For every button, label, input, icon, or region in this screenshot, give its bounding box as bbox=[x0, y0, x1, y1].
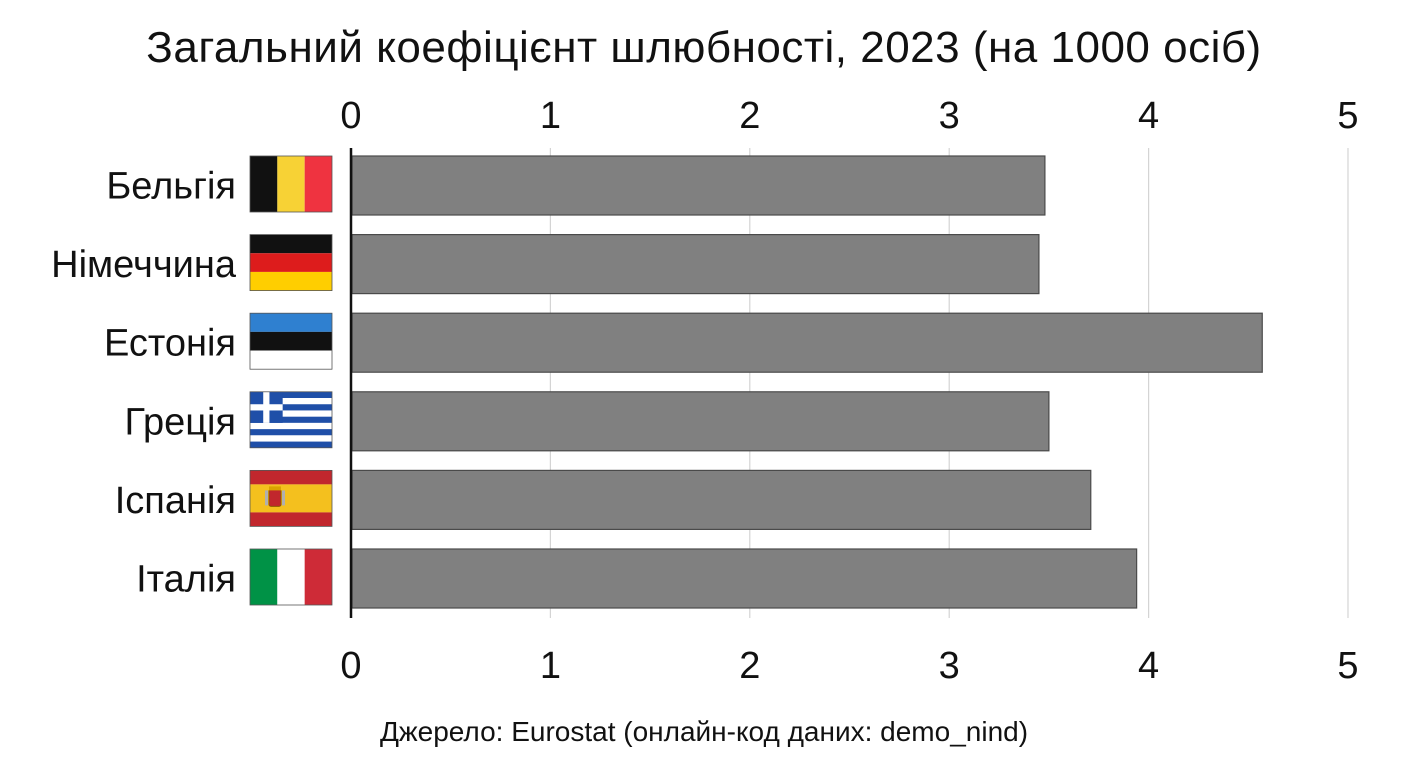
x-tick-bottom-4: 4 bbox=[1138, 645, 1159, 687]
category-label-0: Бельгія bbox=[106, 166, 236, 208]
x-tick-bottom-3: 3 bbox=[939, 645, 960, 687]
flag-italy-icon bbox=[249, 548, 333, 606]
flag-belgium-icon bbox=[249, 155, 333, 213]
grid-lines bbox=[549, 148, 1349, 618]
x-tick-bottom-2: 2 bbox=[739, 645, 760, 687]
bar-1 bbox=[351, 234, 1040, 295]
category-labels: Бельгія Німеччина Естонія Греція Іспанія Італ… bbox=[51, 166, 237, 601]
flag-germany-icon bbox=[249, 234, 333, 292]
bar-2 bbox=[351, 312, 1263, 373]
category-label-5: Італія bbox=[136, 559, 236, 601]
x-tick-top-0: 0 bbox=[340, 95, 361, 137]
tick-labels: 0 0 1 1 2 2 3 3 4 4 5 5 bbox=[340, 95, 1358, 687]
x-tick-bottom-5: 5 bbox=[1337, 645, 1358, 687]
bar-5 bbox=[351, 548, 1138, 609]
category-label-4: Іспанія bbox=[115, 480, 236, 522]
x-tick-bottom-0: 0 bbox=[340, 645, 361, 687]
bar-4 bbox=[351, 469, 1092, 530]
category-label-2: Естонія bbox=[104, 323, 236, 365]
flags bbox=[249, 155, 333, 606]
x-tick-top-5: 5 bbox=[1337, 95, 1358, 137]
bar-chart: 0 0 1 1 2 2 3 3 4 4 5 5 Бельгія Німеччина Естонія Грец… bbox=[51, 95, 1358, 687]
source-note: Джерело: Eurostat (онлайн-код даних: dem… bbox=[379, 716, 1029, 747]
flag-greece-icon bbox=[249, 391, 333, 449]
x-tick-top-3: 3 bbox=[939, 95, 960, 137]
chart-title: Загальний коефіцієнт шлюбності, 2023 (на… bbox=[146, 23, 1262, 72]
flag-estonia-icon bbox=[249, 312, 333, 370]
bar-3 bbox=[351, 391, 1050, 452]
bar-0 bbox=[351, 155, 1046, 216]
category-label-1: Німеччина bbox=[51, 244, 237, 286]
x-tick-top-2: 2 bbox=[739, 95, 760, 137]
flag-spain-icon bbox=[249, 469, 333, 527]
bars bbox=[351, 155, 1263, 609]
x-tick-top-1: 1 bbox=[540, 95, 561, 137]
x-tick-top-4: 4 bbox=[1138, 95, 1159, 137]
x-tick-bottom-1: 1 bbox=[540, 645, 561, 687]
category-label-3: Греція bbox=[125, 401, 237, 443]
